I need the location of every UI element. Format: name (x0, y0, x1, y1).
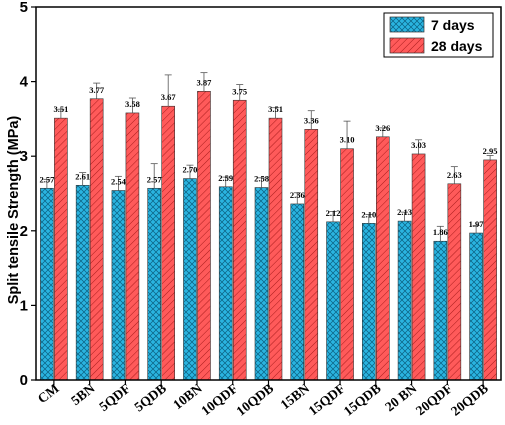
bar-28-days (447, 183, 462, 381)
bar-7-days (326, 221, 340, 381)
data-label: 2.59 (218, 173, 233, 183)
data-label: 3.75 (232, 86, 247, 96)
bar-28-days (89, 98, 104, 381)
data-label: 3.77 (89, 85, 105, 95)
data-label: 2.54 (111, 177, 127, 187)
bar-7-days (362, 223, 376, 381)
x-tick-label: 20QDF (413, 381, 455, 419)
x-tick-label: 15QDB (341, 381, 384, 419)
data-label: 2.61 (75, 171, 90, 181)
y-axis-ticks: 0 1 2 3 4 5 (20, 0, 36, 389)
x-tick-label: 5QDB (131, 381, 169, 415)
x-tick-label: 15QDF (306, 381, 348, 419)
bar-28-days (54, 117, 68, 381)
bar-7-days (111, 190, 126, 381)
y-axis-label: Split tensile Strength (MPa) (6, 116, 22, 305)
data-label: 3.26 (375, 123, 390, 133)
data-label: 1.86 (433, 227, 448, 237)
bars-group (40, 90, 497, 381)
plot-frame (35, 6, 502, 381)
legend-swatch-28-days (389, 37, 425, 54)
data-label: 3.10 (340, 135, 355, 145)
legend: 7 days 28 days (383, 12, 494, 58)
bar-7-days (469, 232, 483, 381)
data-label: 2.10 (361, 209, 376, 219)
y-tick-label: 2 (20, 223, 28, 240)
bar-7-days (290, 203, 305, 381)
bar-7-days (433, 240, 448, 381)
data-label: 2.63 (447, 170, 462, 180)
data-label: 3.51 (53, 104, 68, 114)
bar-7-days (183, 178, 197, 381)
bar-28-days (161, 105, 175, 381)
x-tick-label: 5QDF (96, 381, 133, 415)
bar-7-days (40, 187, 54, 381)
data-label: 2.36 (290, 190, 305, 200)
legend-label-28-days: 28 days (431, 38, 483, 54)
x-tick-label: 20QDB (448, 381, 491, 419)
bar-28-days (197, 90, 211, 381)
data-label: 3.67 (161, 92, 177, 102)
data-label: 3.03 (411, 140, 426, 150)
bar-28-days (232, 99, 247, 381)
data-label: 3.58 (125, 99, 140, 109)
bar-28-days (340, 148, 354, 381)
bar-28-days (304, 129, 319, 381)
bar-28-days (268, 117, 283, 381)
y-tick-label: 0 (20, 372, 28, 389)
bar-7-days (218, 186, 233, 381)
bar-7-days (75, 184, 90, 381)
y-tick-label: 4 (20, 74, 29, 91)
data-label: 2.13 (397, 207, 412, 217)
data-label: 2.95 (483, 146, 498, 156)
x-tick-label: 10QDB (233, 381, 276, 419)
x-tick-label: 10QDF (198, 381, 240, 419)
bar-28-days (411, 153, 426, 381)
data-label: 2.57 (39, 174, 55, 184)
bar-28-days (125, 112, 140, 381)
data-label: 2.57 (147, 174, 163, 184)
x-tick-label: CM (35, 380, 62, 406)
legend-label-7-days: 7 days (431, 17, 475, 33)
data-label: 2.58 (254, 174, 269, 184)
bar-7-days (147, 187, 161, 381)
data-label: 3.51 (268, 104, 283, 114)
bar-28-days (483, 159, 497, 381)
bar-28-days (376, 136, 390, 381)
data-label: 3.36 (304, 115, 319, 125)
error-bars-group (43, 72, 494, 242)
data-labels-group: 2.57 2.61 2.54 2.57 2.70 2.59 2.58 2.36 2.12 2.10… (39, 77, 497, 237)
bar-7-days (397, 220, 412, 381)
data-label: 1.97 (469, 219, 485, 229)
data-label: 2.12 (326, 208, 341, 218)
y-tick-label: 1 (20, 297, 28, 314)
y-tick-label: 3 (20, 148, 28, 165)
bar-7-days (254, 187, 269, 381)
data-label: 2.70 (183, 165, 198, 175)
legend-swatch-7-days (389, 16, 425, 33)
x-tick-label: 5BN (68, 380, 98, 408)
data-label: 3.87 (197, 77, 213, 87)
y-tick-label: 5 (20, 0, 28, 16)
